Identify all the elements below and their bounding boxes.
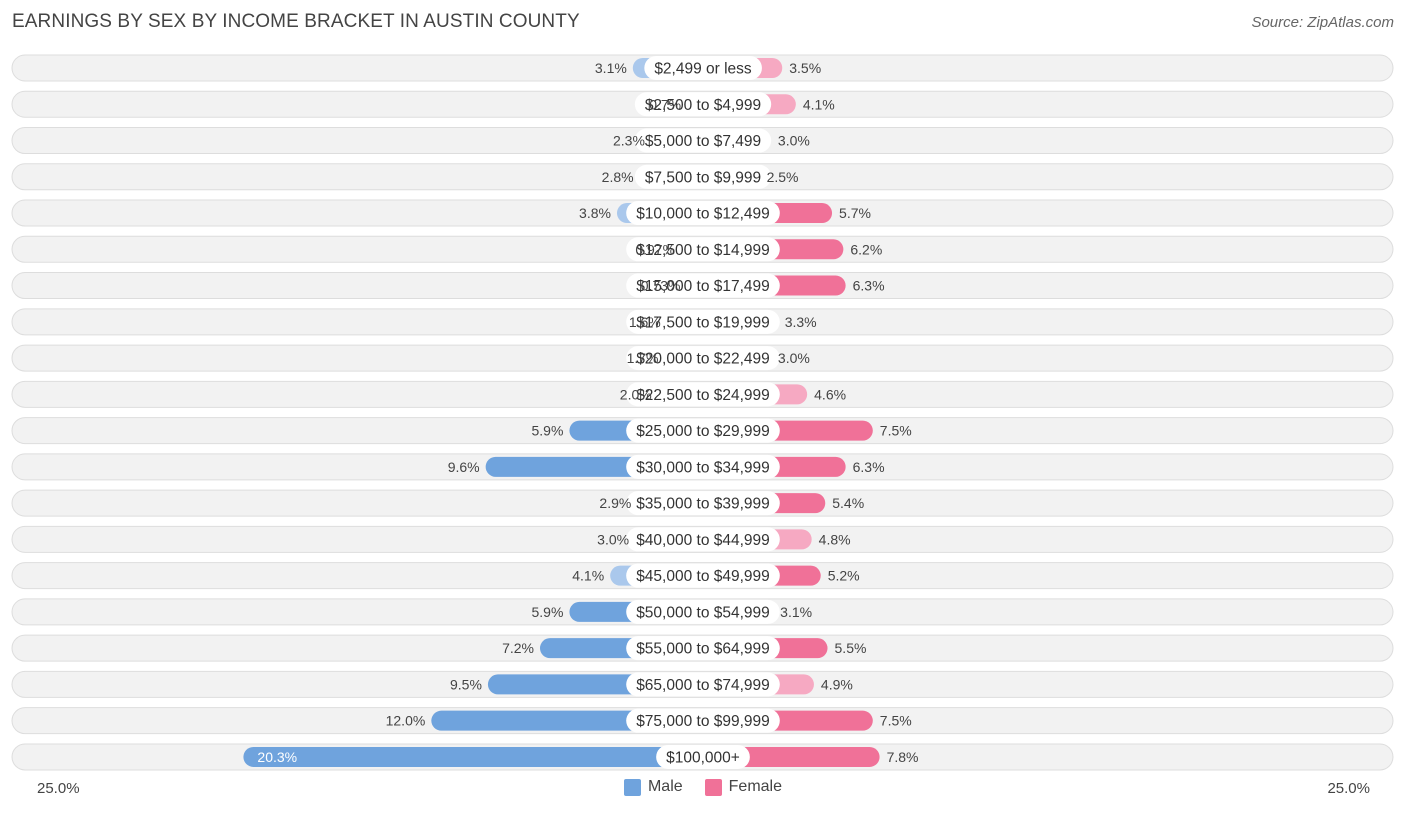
male-value-label: 2.8%: [602, 169, 634, 185]
category-label-pill: [626, 237, 780, 262]
category-label-pill: [626, 636, 780, 661]
male-value-label: 0.73%: [641, 278, 681, 294]
category-label: $5,000 to $7,499: [645, 133, 761, 150]
male-value-label: 1.6%: [629, 314, 661, 330]
male-value-label: 9.5%: [450, 676, 482, 692]
category-label: $12,500 to $14,999: [636, 242, 770, 259]
legend-item-female[interactable]: Female: [704, 778, 783, 796]
category-label: $10,000 to $12,499: [636, 206, 770, 223]
category-label: $25,000 to $29,999: [636, 423, 770, 440]
category-label-pill: [634, 92, 772, 117]
male-value-label: 2.9%: [599, 495, 631, 511]
male-value-label: 2.3%: [613, 133, 645, 149]
chart-title: EARNINGS BY SEX BY INCOME BRACKET IN AUS…: [12, 11, 580, 32]
category-label-pill: [626, 491, 780, 516]
male-value-label: 12.0%: [386, 713, 426, 729]
female-value-label: 7.8%: [887, 749, 919, 765]
female-value-label: 3.0%: [778, 133, 810, 149]
category-label-pill: [626, 527, 780, 552]
female-value-label: 4.1%: [803, 96, 835, 112]
male-value-label: 4.1%: [572, 568, 604, 584]
category-label: $100,000+: [666, 749, 740, 766]
female-value-label: 5.7%: [839, 205, 871, 221]
male-value-label: 0.97%: [635, 241, 675, 257]
category-label-pill: [644, 56, 762, 80]
axis-left-label: 25.0%: [37, 780, 80, 797]
female-value-label: 3.1%: [780, 604, 812, 620]
legend-male-label: Male: [647, 778, 683, 795]
female-value-label: 4.6%: [814, 386, 846, 402]
category-label: $65,000 to $74,999: [636, 677, 770, 694]
category-label: $45,000 to $49,999: [636, 568, 770, 585]
female-value-label: 4.8%: [819, 531, 851, 547]
female-swatch-icon: [704, 778, 722, 796]
female-value-label: 3.0%: [778, 350, 810, 366]
category-label: $15,000 to $17,499: [636, 278, 770, 295]
category-label-pill: [656, 744, 750, 769]
axis-right-label: 25.0%: [1327, 780, 1370, 797]
category-label-pill: [626, 201, 780, 226]
female-value-label: 3.5%: [789, 60, 821, 76]
female-value-label: 2.5%: [767, 169, 799, 185]
male-value-label: 1.7%: [627, 350, 659, 366]
male-value-label: 3.8%: [579, 205, 611, 221]
category-label-pill: [626, 309, 780, 334]
category-label: $55,000 to $64,999: [636, 641, 770, 658]
male-value-label: 7.2%: [502, 640, 534, 656]
category-label-pill: [626, 454, 780, 479]
category-label-pill: [626, 599, 780, 624]
male-value-label: 3.0%: [597, 531, 629, 547]
category-label: $40,000 to $44,999: [636, 532, 770, 549]
legend-item-male[interactable]: Male: [623, 778, 683, 796]
category-label: $35,000 to $39,999: [636, 496, 770, 513]
male-value-label: 5.9%: [532, 423, 564, 439]
category-label-pill: [634, 128, 772, 153]
category-label-pill: [634, 164, 772, 189]
legend: Male Female: [0, 778, 1406, 796]
male-value-label: 9.6%: [448, 459, 480, 475]
category-label: $2,499 or less: [654, 61, 752, 78]
female-value-label: 7.5%: [880, 713, 912, 729]
female-value-label: 5.4%: [832, 495, 864, 511]
female-value-label: 6.2%: [850, 241, 882, 257]
male-value-label: 3.1%: [595, 60, 627, 76]
source-label: Source: ZipAtlas.com: [1251, 14, 1394, 31]
female-value-label: 3.3%: [785, 314, 817, 330]
category-label: $22,500 to $24,999: [636, 387, 770, 404]
category-label: $75,000 to $99,999: [636, 713, 770, 730]
male-bar: [243, 746, 703, 767]
legend-female-label: Female: [728, 778, 783, 795]
category-label-pill: [626, 708, 780, 733]
female-value-label: 4.9%: [821, 676, 853, 692]
female-value-label: 6.3%: [853, 278, 885, 294]
male-swatch-icon: [623, 778, 641, 796]
male-value-label: 0.7%: [649, 96, 681, 112]
female-value-label: 7.5%: [880, 423, 912, 439]
male-value-label: 2.0%: [620, 386, 652, 402]
category-label: $50,000 to $54,999: [636, 604, 770, 621]
category-label-pill: [626, 346, 780, 371]
category-label: $17,500 to $19,999: [636, 314, 770, 331]
male-value-label: 20.3%: [257, 749, 297, 765]
category-label: $2,500 to $4,999: [645, 97, 761, 114]
category-label: $20,000 to $22,499: [636, 351, 770, 368]
category-label-pill: [626, 382, 780, 407]
female-value-label: 5.2%: [828, 568, 860, 584]
category-label-pill: [626, 563, 780, 588]
category-label-pill: [626, 273, 780, 298]
female-value-label: 5.5%: [835, 640, 867, 656]
category-label: $30,000 to $34,999: [636, 459, 770, 476]
category-label: $7,500 to $9,999: [645, 169, 761, 186]
male-value-label: 5.9%: [532, 604, 564, 620]
female-value-label: 6.3%: [853, 459, 885, 475]
category-label-pill: [626, 418, 780, 443]
category-label-pill: [626, 672, 780, 697]
